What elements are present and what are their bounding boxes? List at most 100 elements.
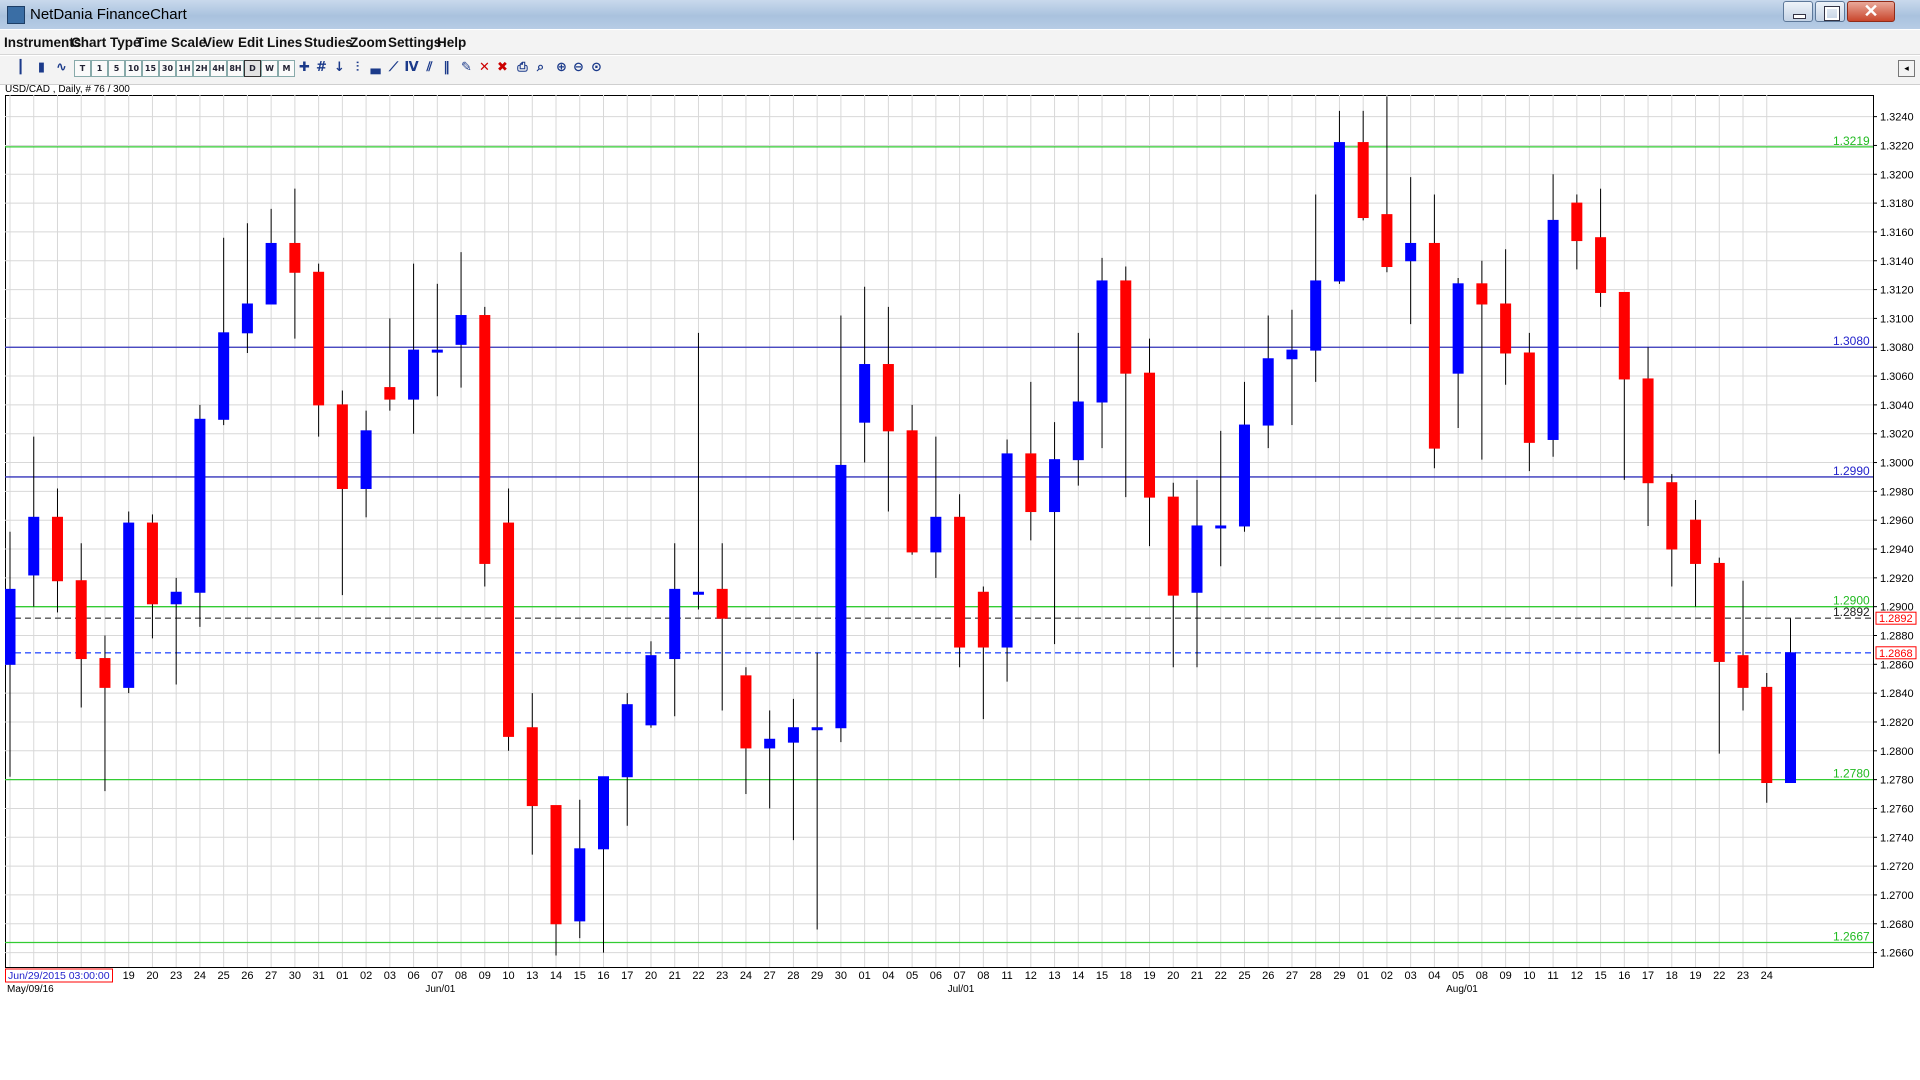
monthly-button[interactable]: M — [278, 60, 295, 77]
candle — [218, 237, 230, 426]
candle-chart-icon: ▮ — [37, 60, 46, 75]
delete-all-button[interactable]: ✖ — [494, 60, 511, 77]
10min-button[interactable]: 10 — [125, 60, 142, 77]
1hour-icon: 1H — [178, 64, 191, 73]
candle-body — [1001, 453, 1013, 648]
x-tick-label: 15 — [574, 970, 586, 982]
panel-toggle-icon: ◂ — [1904, 63, 1909, 73]
fibonacci-button[interactable]: Ⅳ — [403, 60, 420, 77]
candle — [1072, 332, 1084, 486]
toolbar: ┃ ▮ ∿ T 1 5 10 15 30 1H 2H 4H 8H D W M ✚ # ↓ ⫶ ▃ ⟋ Ⅳ ⫽ ‖ ✎ ✕ ✖ ⎙ ⌕ ⊕ ⊖ ⊙ — [0, 56, 1920, 85]
candle — [1761, 672, 1773, 803]
maximize-button[interactable] — [1815, 1, 1845, 22]
line-chart-button[interactable]: ∿ — [53, 60, 70, 77]
x-tick-label: 11 — [1001, 970, 1012, 982]
menu-chart-type[interactable]: Chart Type — [71, 35, 141, 50]
candle-body — [1476, 283, 1488, 305]
grid-button[interactable]: # — [313, 60, 330, 77]
daily-button[interactable]: D — [244, 60, 261, 77]
level-line-label: 1.3080 — [1833, 334, 1870, 348]
x-tick-label: 31 — [312, 970, 324, 982]
zoom-reset-button[interactable]: ⊙ — [588, 60, 605, 77]
grid-icon: # — [316, 60, 327, 75]
delete-button[interactable]: ✕ — [476, 60, 493, 77]
x-tick-label: 19 — [1689, 970, 1701, 982]
candle-body — [1215, 525, 1227, 529]
weekly-button[interactable]: W — [261, 60, 278, 77]
current-price-box — [1875, 611, 1917, 625]
candle — [906, 404, 918, 555]
bar-chart-button[interactable]: ┃ — [12, 60, 29, 77]
print-button[interactable]: ⎙ — [514, 60, 531, 77]
menu-time-scale[interactable]: Time Scale — [136, 35, 207, 50]
tick-interval-button[interactable]: T — [74, 60, 91, 77]
menu-edit[interactable]: Edit — [238, 35, 264, 50]
menu-zoom[interactable]: Zoom — [350, 35, 387, 50]
30min-icon: 30 — [161, 64, 174, 73]
menu-studies[interactable]: Studies — [304, 35, 353, 50]
8hour-button[interactable]: 8H — [227, 60, 244, 77]
candle-body — [1191, 525, 1203, 593]
menu-help[interactable]: Help — [437, 35, 467, 50]
zoom-in-button[interactable]: ⊕ — [553, 60, 570, 77]
30min-button[interactable]: 30 — [159, 60, 176, 77]
channel-button[interactable]: ⫽ — [421, 60, 438, 77]
menu-view[interactable]: View — [203, 35, 234, 50]
down-arrow-button[interactable]: ↓ — [331, 60, 348, 77]
menu-settings[interactable]: Settings — [388, 35, 442, 50]
print-preview-button[interactable]: ⌕ — [532, 60, 549, 77]
candlestick-chart[interactable]: 1.3240 1.3220 1.3200 1.3180 1.3160 1.3140 1.31… — [4, 95, 1919, 1000]
candle-body — [1428, 242, 1440, 449]
zoom-out-button[interactable]: ⊖ — [570, 60, 587, 77]
candle-chart-button[interactable]: ▮ — [33, 60, 50, 77]
candle-body — [1025, 453, 1037, 513]
minimize-button[interactable] — [1783, 1, 1813, 22]
candle-body — [241, 303, 253, 334]
y-tick-label: 1.3000 — [1880, 458, 1914, 470]
x-tick-label: 09 — [1499, 970, 1511, 982]
candle-body — [408, 349, 420, 400]
candle — [1523, 332, 1535, 472]
15min-button[interactable]: 15 — [142, 60, 159, 77]
candle — [336, 390, 348, 596]
candle-body — [811, 727, 823, 731]
x-tick-label: 17 — [1642, 970, 1654, 982]
candle — [1001, 439, 1013, 682]
level-line-label: 1.2900 — [1833, 594, 1870, 608]
crosshair-button[interactable]: ✚ — [296, 60, 313, 77]
level-line-label: 1.2667 — [1833, 929, 1870, 943]
y-tick-label: 1.2760 — [1880, 803, 1914, 815]
candle — [1666, 474, 1678, 587]
candle — [954, 494, 966, 668]
delete-icon: ✕ — [479, 60, 490, 75]
candle-body — [123, 522, 135, 688]
5min-button[interactable]: 5 — [108, 60, 125, 77]
2hour-button[interactable]: 2H — [193, 60, 210, 77]
candle — [598, 776, 609, 953]
parallel-lines-button[interactable]: ‖ — [438, 60, 455, 77]
candle-body — [479, 315, 491, 564]
delete-all-icon: ✖ — [497, 60, 508, 75]
trendline-button[interactable]: ⟋ — [385, 60, 402, 77]
1min-button[interactable]: 1 — [91, 60, 108, 77]
1hour-button[interactable]: 1H — [176, 60, 193, 77]
x-tick-label: 27 — [265, 970, 277, 982]
y-tick-label: 1.3160 — [1880, 227, 1914, 239]
draw-edit-button[interactable]: ✎ — [458, 60, 475, 77]
weekly-icon: W — [265, 64, 274, 73]
y-tick-label: 1.2960 — [1880, 515, 1914, 527]
close-button[interactable]: ✕ — [1847, 1, 1895, 22]
candle — [1238, 381, 1250, 532]
4hour-button[interactable]: 4H — [210, 60, 227, 77]
volume-button[interactable]: ▃ — [367, 60, 384, 77]
title-bar: NetDania FinanceChart ✕ — [0, 0, 1920, 29]
menu-instruments[interactable]: Instruments — [4, 35, 82, 50]
candle-body — [503, 522, 515, 737]
indicator-button[interactable]: ⫶ — [349, 60, 366, 77]
x-tick-label: 22 — [692, 970, 704, 982]
y-tick-label: 1.3120 — [1880, 285, 1914, 297]
panel-toggle-button[interactable]: ◂ — [1898, 60, 1915, 77]
candle — [170, 577, 182, 685]
menu-lines[interactable]: Lines — [267, 35, 303, 50]
chart-area[interactable]: 1.3240 1.3220 1.3200 1.3180 1.3160 1.3140 1.31… — [4, 95, 1919, 1000]
